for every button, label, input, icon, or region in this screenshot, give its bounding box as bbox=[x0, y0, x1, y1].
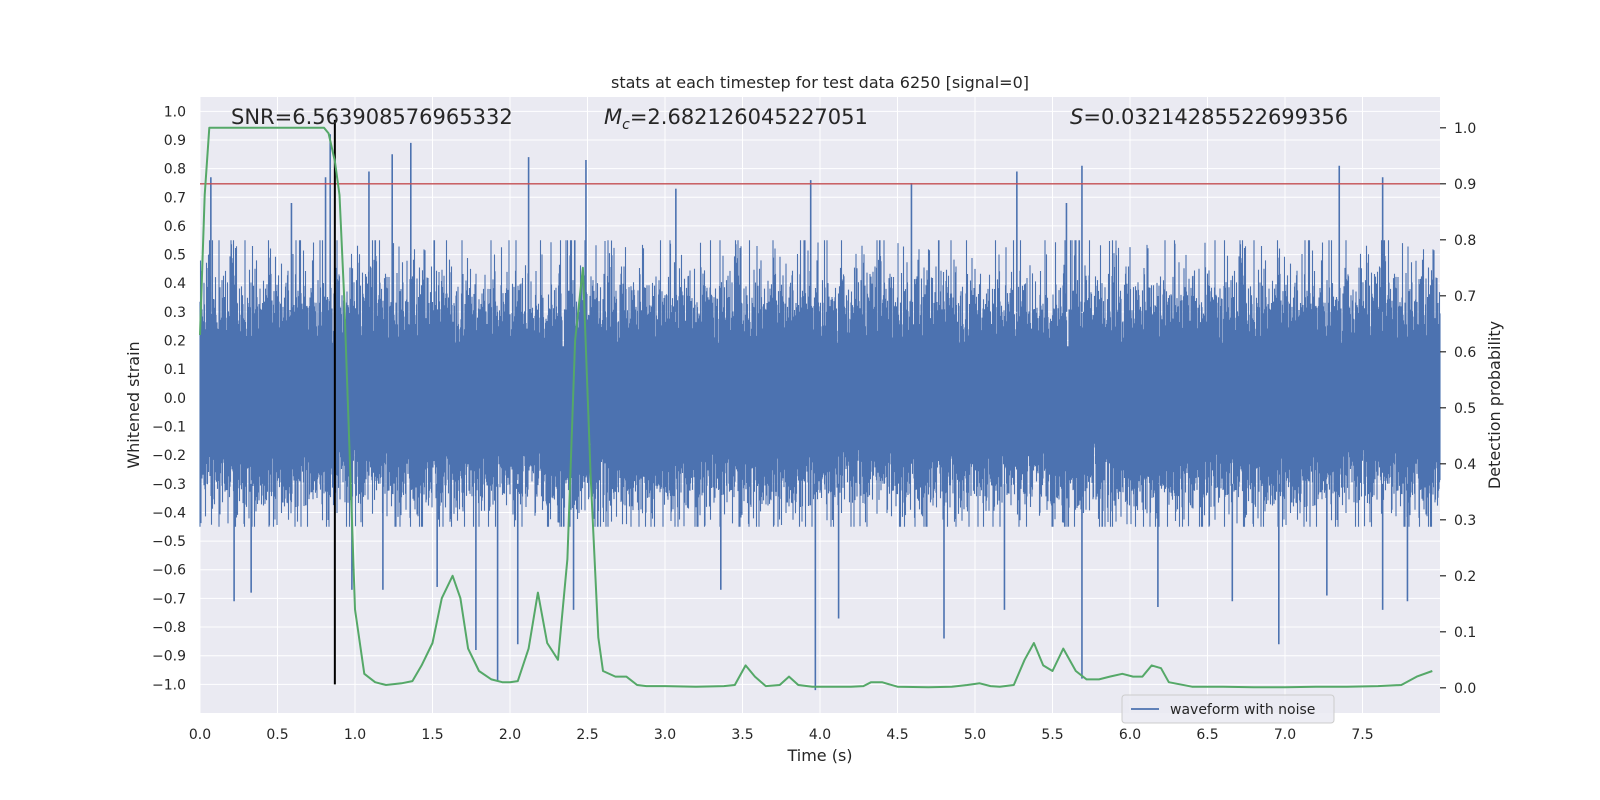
left-tick-label: −0.9 bbox=[152, 649, 186, 665]
x-tick-label: 4.0 bbox=[809, 727, 831, 743]
right-tick-label: 0.3 bbox=[1454, 513, 1476, 529]
s-symbol: S bbox=[1070, 105, 1083, 129]
chirp-mass-subscript: c bbox=[622, 117, 630, 133]
legend: waveform with noise bbox=[1121, 694, 1335, 724]
left-tick-label: 0.4 bbox=[164, 276, 186, 292]
x-tick-label: 6.5 bbox=[1196, 727, 1218, 743]
left-axis-label: Whitened strain bbox=[124, 341, 143, 468]
chirp-mass-symbol: M bbox=[604, 105, 622, 129]
left-tick-label: 1.0 bbox=[164, 104, 186, 120]
right-tick-label: 0.8 bbox=[1454, 233, 1476, 249]
right-tick-label: 0.5 bbox=[1454, 401, 1476, 417]
left-tick-label: −0.1 bbox=[152, 419, 186, 435]
probability-series bbox=[199, 126, 1433, 689]
chart-title: stats at each timestep for test data 625… bbox=[611, 73, 1029, 92]
left-tick-label: −0.5 bbox=[152, 534, 186, 550]
x-tick-label: 1.5 bbox=[421, 727, 443, 743]
x-tick-label: 5.0 bbox=[964, 727, 986, 743]
right-axis-label: Detection probability bbox=[1485, 321, 1504, 489]
left-tick-label: −0.4 bbox=[152, 505, 186, 521]
x-tick-label: 5.5 bbox=[1041, 727, 1063, 743]
x-tick-label: 0.0 bbox=[189, 727, 211, 743]
left-tick-label: 0.9 bbox=[164, 133, 186, 149]
x-tick-label: 2.0 bbox=[499, 727, 521, 743]
left-tick-label: −0.7 bbox=[152, 591, 186, 607]
s-annotation: S=0.03214285522699356 bbox=[1070, 105, 1348, 129]
right-tick-label: 0.6 bbox=[1454, 345, 1476, 361]
x-axis-ticks: 0.0 0.5 1.0 1.5 2.0 2.5 3.0 3.5 4.0 4.5 5.0 5.5 6.0 6… bbox=[189, 727, 1374, 743]
s-value: =0.03214285522699356 bbox=[1083, 105, 1348, 129]
left-tick-label: 0.6 bbox=[164, 219, 186, 235]
legend-label: waveform with noise bbox=[1170, 702, 1315, 718]
x-tick-label: 3.0 bbox=[654, 727, 676, 743]
right-tick-label: 0.0 bbox=[1454, 681, 1476, 697]
right-tick-label: 0.1 bbox=[1454, 625, 1476, 641]
x-tick-label: 4.5 bbox=[886, 727, 908, 743]
left-tick-label: 0.3 bbox=[164, 305, 186, 321]
right-tick-label: 0.2 bbox=[1454, 569, 1476, 585]
left-tick-label: 0.0 bbox=[164, 391, 186, 407]
detection-probability-line bbox=[199, 126, 1433, 689]
x-tick-label: 2.5 bbox=[576, 727, 598, 743]
left-tick-label: −0.8 bbox=[152, 620, 186, 636]
x-tick-label: 6.0 bbox=[1119, 727, 1141, 743]
x-tick-label: 3.5 bbox=[731, 727, 753, 743]
overlay-lines bbox=[200, 119, 1440, 685]
right-tick-label: 0.7 bbox=[1454, 289, 1476, 305]
snr-annotation: SNR=6.563908576965332 bbox=[231, 105, 513, 129]
right-axis-ticks: 1.0 0.9 0.8 0.7 0.6 0.5 0.4 0.3 0.2 0.1 0.0 bbox=[1440, 121, 1476, 697]
left-tick-label: 0.8 bbox=[164, 162, 186, 178]
left-axis-ticks: 1.0 0.9 0.8 0.7 0.6 0.5 0.4 0.3 0.2 0.1 0.0 −0.1 −0.… bbox=[152, 104, 186, 693]
waveform-series bbox=[199, 134, 1441, 691]
left-tick-label: 0.5 bbox=[164, 248, 186, 264]
chirp-mass-value: =2.682126045227051 bbox=[630, 105, 868, 129]
left-tick-label: −0.6 bbox=[152, 563, 186, 579]
x-tick-label: 1.0 bbox=[344, 727, 366, 743]
x-tick-label: 7.5 bbox=[1351, 727, 1373, 743]
legend-box bbox=[1121, 694, 1335, 724]
x-tick-label: 0.5 bbox=[266, 727, 288, 743]
left-tick-label: 0.2 bbox=[164, 334, 186, 350]
waveform-noise-band bbox=[199, 240, 1441, 527]
right-tick-label: 0.4 bbox=[1454, 457, 1476, 473]
left-tick-label: 0.7 bbox=[164, 190, 186, 206]
right-tick-label: 1.0 bbox=[1454, 121, 1476, 137]
chirp-mass-annotation: Mc=2.682126045227051 bbox=[604, 105, 868, 133]
x-axis-label: Time (s) bbox=[786, 746, 852, 765]
x-tick-label: 7.0 bbox=[1274, 727, 1296, 743]
left-tick-label: −1.0 bbox=[152, 677, 186, 693]
left-tick-label: 0.1 bbox=[164, 362, 186, 378]
right-tick-label: 0.9 bbox=[1454, 177, 1476, 193]
left-tick-label: −0.3 bbox=[152, 477, 186, 493]
left-tick-label: −0.2 bbox=[152, 448, 186, 464]
